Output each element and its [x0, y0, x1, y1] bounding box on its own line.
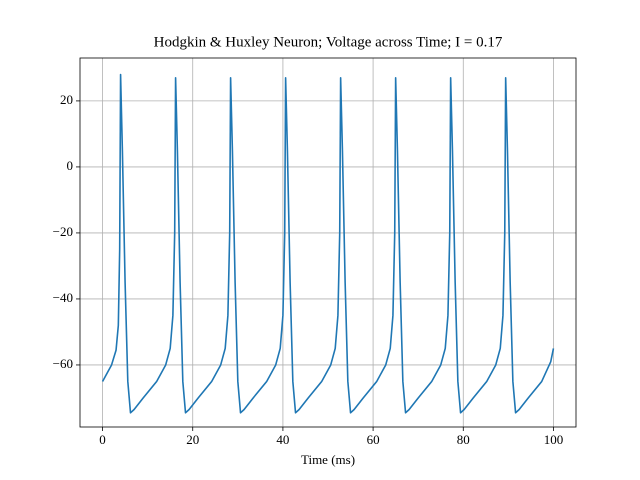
voltage-line — [101, 73, 555, 414]
y-tick-label: −60 — [53, 356, 73, 371]
x-tick-label: 0 — [99, 432, 106, 447]
x-tick-label: 40 — [276, 432, 289, 447]
y-tick-label: 0 — [67, 158, 74, 173]
y-tick-label: −20 — [53, 224, 73, 239]
y-tick-label: 20 — [60, 92, 73, 107]
y-tick-label: −40 — [53, 290, 73, 305]
x-tick-label: 20 — [186, 432, 199, 447]
x-axis-label: Time (ms) — [301, 452, 355, 467]
plot-frame — [79, 57, 577, 428]
chart-title: Hodgkin & Huxley Neuron; Voltage across … — [154, 34, 503, 50]
x-tick-label: 80 — [457, 432, 470, 447]
x-tick-label: 100 — [544, 432, 564, 447]
x-tick-label: 60 — [367, 432, 380, 447]
